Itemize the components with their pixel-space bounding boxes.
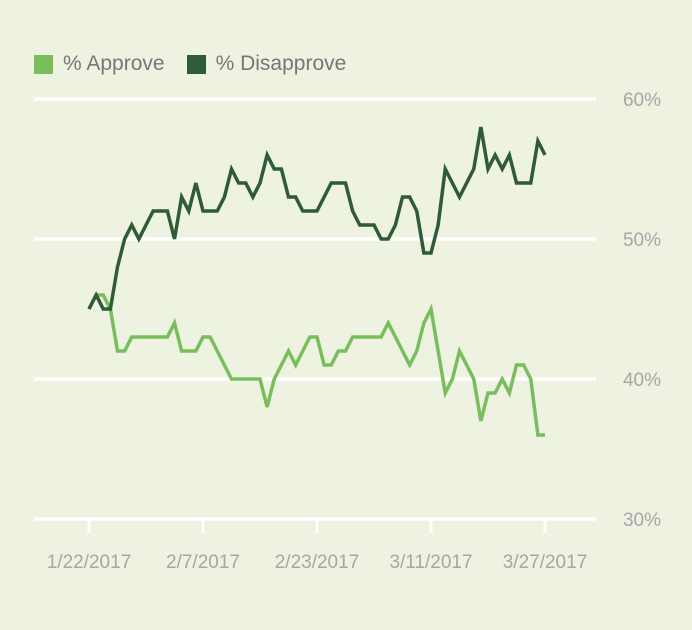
y-tick-label: 50%: [623, 230, 661, 251]
legend-label-approve: % Approve: [63, 52, 165, 75]
disapprove-line: [87, 126, 547, 311]
legend-item-approve: % Approve: [34, 52, 165, 76]
disapprove-swatch: [186, 54, 206, 74]
x-tick-label: 2/7/2017: [166, 552, 240, 573]
x-tick-label: 2/23/2017: [275, 552, 360, 573]
y-tick-label: 60%: [623, 90, 661, 111]
approve-swatch: [34, 54, 53, 74]
y-tick-label: 30%: [623, 510, 661, 531]
legend-label-disapprove: % Disapprove: [215, 52, 347, 75]
y-tick-label: 40%: [623, 370, 661, 391]
x-tick-label: 1/22/2017: [47, 552, 132, 573]
x-tick-label: 3/27/2017: [503, 552, 588, 573]
approve-line: [87, 293, 545, 437]
legend: % Approve % Disapprove: [34, 52, 368, 76]
legend-item-disapprove: % Disapprove: [186, 52, 347, 76]
x-tick-label: 3/11/2017: [389, 552, 472, 573]
